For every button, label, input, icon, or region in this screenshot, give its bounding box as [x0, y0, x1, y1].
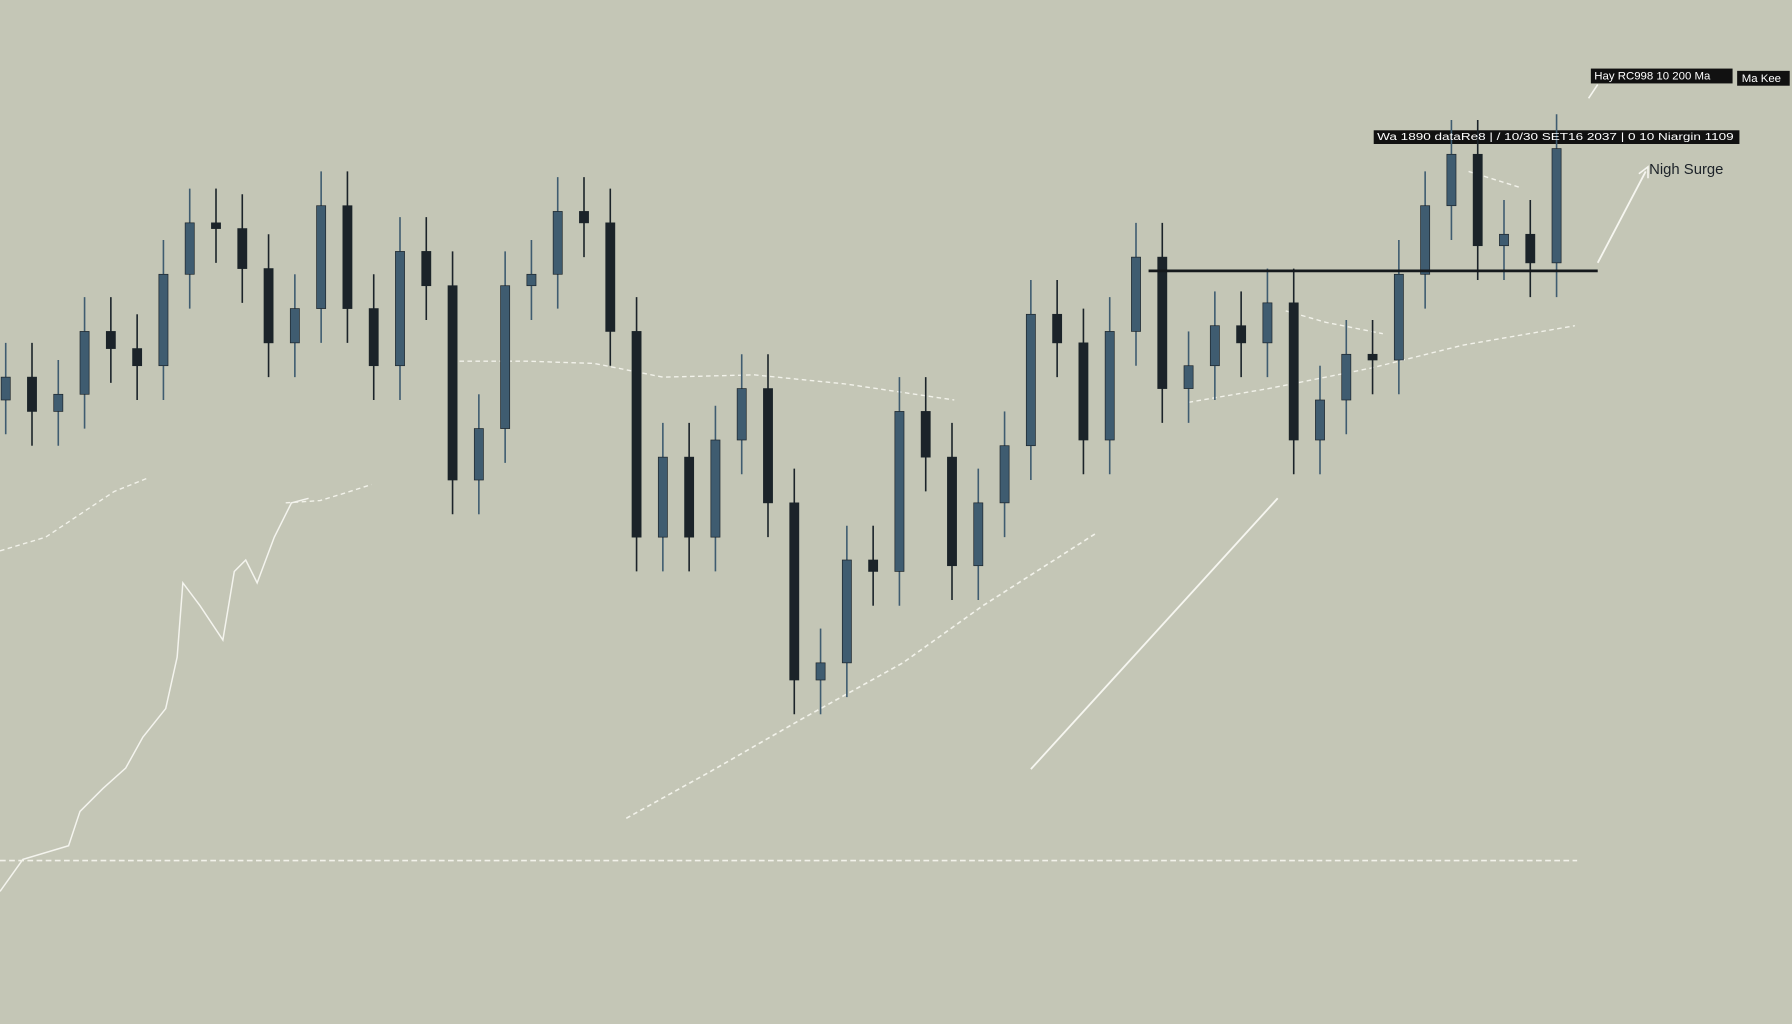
- candle-body: [1420, 205, 1431, 275]
- label-text: Ma Kee: [1742, 73, 1781, 85]
- candle-body: [579, 211, 589, 224]
- candle-body: [1209, 325, 1220, 367]
- annotation: Nigh Surge: [1649, 162, 1723, 178]
- moving-average: [1285, 310, 1383, 335]
- moving-average: [0, 477, 149, 552]
- candle-body: [1393, 273, 1404, 361]
- moving-average: [625, 531, 1098, 819]
- candle-body: [105, 331, 116, 349]
- candle-body: [657, 456, 668, 538]
- candle-body: [1183, 365, 1194, 389]
- candle-body: [1157, 256, 1168, 389]
- candle-body: [1472, 153, 1483, 247]
- candle-body: [894, 411, 905, 572]
- candle-body: [1078, 342, 1089, 441]
- candle-body: [552, 211, 563, 275]
- label-text: Hay RC998 10 200 Ma: [1594, 71, 1711, 83]
- candle-body: [447, 285, 458, 481]
- trend-arrow: [1587, 84, 1599, 99]
- candle-body: [526, 273, 537, 287]
- candle-body: [79, 331, 90, 395]
- candle-body: [237, 228, 248, 269]
- annotations: Hay RC998 10 200 Ma Ma Kee Wa 1890 dataR…: [1377, 71, 1781, 179]
- candle-body: [763, 388, 773, 504]
- candle-body: [0, 376, 11, 401]
- candle-body: [789, 502, 800, 681]
- candle-body: [211, 222, 221, 229]
- candle-body: [1288, 302, 1299, 441]
- candle-body: [316, 205, 327, 309]
- candle-body: [53, 393, 64, 412]
- candle-body: [684, 456, 695, 538]
- candle-body: [27, 376, 37, 412]
- candle-body: [1315, 399, 1325, 441]
- candle-body: [868, 559, 879, 572]
- candle-body: [473, 428, 484, 481]
- candle-body: [1236, 325, 1247, 344]
- candle-body: [368, 308, 379, 367]
- trend-arrow: [1030, 497, 1279, 770]
- label-text: Wa 1890 dataRe8 | / 10/30 SET16 2037 | 0…: [1377, 132, 1734, 143]
- candle-body: [184, 222, 195, 275]
- label-box: [1737, 70, 1790, 86]
- candle-body: [1262, 302, 1273, 344]
- candle-body: [395, 251, 405, 367]
- label-box: [1590, 68, 1733, 84]
- candle-body: [1446, 153, 1457, 207]
- candle-body: [920, 411, 931, 458]
- candle-body: [158, 273, 169, 367]
- candle-body: [1367, 353, 1378, 361]
- candle-body: [815, 662, 826, 681]
- candle-body: [841, 559, 852, 664]
- arrow-head: [1638, 165, 1649, 179]
- moving-average: [1188, 325, 1575, 403]
- candle-body: [999, 445, 1010, 504]
- candle-body: [605, 222, 616, 332]
- candle-body: [500, 285, 511, 429]
- candle-body: [973, 502, 984, 567]
- candle-body: [736, 388, 747, 441]
- candle-body: [1341, 353, 1352, 401]
- candle-body: [342, 205, 353, 309]
- candle-body: [1525, 233, 1536, 264]
- trend-arrow: [1596, 171, 1647, 264]
- moving-average: [451, 360, 955, 401]
- candle-body: [132, 348, 143, 367]
- candle-body: [710, 439, 721, 538]
- candle-body: [631, 331, 642, 538]
- candle-body: [1131, 256, 1141, 332]
- price-trace: [0, 497, 309, 892]
- candle-body: [1104, 331, 1115, 441]
- candle-body: [421, 251, 432, 287]
- candle-body: [289, 308, 300, 344]
- candles: [0, 114, 1562, 715]
- candle-body: [1551, 148, 1562, 264]
- candle-body: [1499, 233, 1509, 247]
- candle-body: [263, 268, 274, 344]
- candle-body: [1025, 313, 1036, 447]
- candle-body: [947, 456, 957, 567]
- candle-body: [1052, 313, 1063, 344]
- moving-average: [285, 483, 372, 504]
